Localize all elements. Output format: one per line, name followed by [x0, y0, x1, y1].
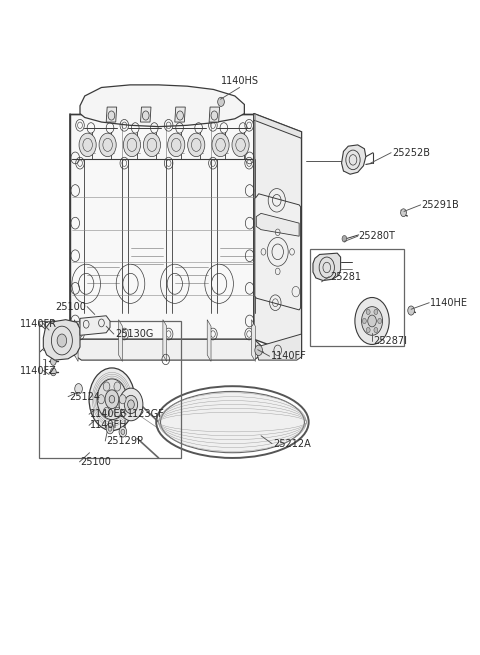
- Text: 25100: 25100: [81, 457, 111, 467]
- Circle shape: [374, 309, 378, 314]
- Polygon shape: [141, 107, 151, 122]
- Circle shape: [366, 328, 370, 333]
- Polygon shape: [207, 320, 211, 362]
- Circle shape: [218, 97, 224, 106]
- Text: 25129P: 25129P: [106, 436, 143, 446]
- Circle shape: [128, 400, 134, 409]
- Circle shape: [103, 407, 110, 417]
- Bar: [310, 250, 405, 346]
- Polygon shape: [209, 107, 219, 122]
- Polygon shape: [43, 320, 80, 360]
- Circle shape: [50, 320, 56, 328]
- Text: 1140FZ: 1140FZ: [21, 365, 57, 375]
- Text: 25100: 25100: [55, 302, 86, 312]
- Circle shape: [188, 133, 205, 157]
- Polygon shape: [72, 339, 261, 360]
- Circle shape: [366, 309, 370, 314]
- Circle shape: [168, 133, 185, 157]
- Text: 25291B: 25291B: [421, 200, 459, 210]
- Circle shape: [50, 368, 56, 376]
- Circle shape: [121, 429, 125, 434]
- Circle shape: [408, 306, 414, 315]
- Circle shape: [114, 382, 120, 391]
- Circle shape: [114, 407, 120, 417]
- Circle shape: [361, 307, 383, 335]
- Bar: [38, 321, 180, 458]
- Circle shape: [79, 133, 96, 157]
- Circle shape: [255, 345, 263, 356]
- Polygon shape: [71, 113, 254, 339]
- Circle shape: [103, 382, 110, 391]
- Circle shape: [57, 334, 67, 347]
- Text: 1140FR: 1140FR: [21, 318, 58, 329]
- Polygon shape: [252, 320, 255, 362]
- Polygon shape: [256, 214, 299, 236]
- Text: 1140FF: 1140FF: [271, 351, 306, 361]
- Text: 1140EB: 1140EB: [90, 409, 127, 419]
- Circle shape: [50, 343, 56, 350]
- Circle shape: [123, 133, 141, 157]
- Text: 1140HS: 1140HS: [221, 76, 259, 86]
- Circle shape: [109, 396, 115, 403]
- Text: 25281: 25281: [330, 272, 361, 282]
- Circle shape: [120, 395, 126, 404]
- Circle shape: [211, 111, 218, 120]
- Polygon shape: [255, 194, 300, 310]
- Polygon shape: [342, 145, 366, 174]
- Text: 1140HE: 1140HE: [430, 298, 468, 308]
- Circle shape: [342, 236, 347, 242]
- Polygon shape: [163, 320, 167, 362]
- Polygon shape: [313, 253, 341, 280]
- Polygon shape: [254, 113, 301, 138]
- Circle shape: [143, 111, 149, 120]
- Polygon shape: [175, 107, 185, 122]
- Polygon shape: [80, 316, 110, 335]
- Polygon shape: [119, 320, 122, 362]
- Circle shape: [362, 318, 366, 324]
- Circle shape: [212, 133, 229, 157]
- Circle shape: [106, 423, 114, 434]
- Ellipse shape: [160, 392, 304, 453]
- Circle shape: [355, 297, 389, 345]
- Circle shape: [75, 384, 83, 394]
- Circle shape: [98, 395, 105, 404]
- Text: 25280T: 25280T: [359, 231, 396, 241]
- Text: 1123GF: 1123GF: [127, 409, 165, 419]
- Circle shape: [99, 133, 116, 157]
- Circle shape: [368, 315, 376, 327]
- Circle shape: [232, 133, 249, 157]
- Circle shape: [108, 111, 115, 120]
- Text: 25130G: 25130G: [115, 329, 153, 339]
- Circle shape: [144, 133, 160, 157]
- Text: 25212A: 25212A: [273, 439, 311, 449]
- Text: 25252B: 25252B: [392, 148, 430, 158]
- Polygon shape: [74, 320, 78, 362]
- Text: 1140FH: 1140FH: [90, 421, 128, 430]
- Circle shape: [89, 368, 135, 430]
- Circle shape: [119, 388, 143, 421]
- Circle shape: [50, 358, 56, 365]
- Circle shape: [177, 111, 183, 120]
- Circle shape: [50, 331, 56, 339]
- Circle shape: [401, 209, 407, 217]
- Circle shape: [374, 328, 378, 333]
- Polygon shape: [106, 107, 117, 122]
- Circle shape: [378, 318, 382, 324]
- Circle shape: [105, 390, 119, 409]
- Polygon shape: [254, 334, 301, 360]
- Polygon shape: [80, 85, 244, 126]
- Text: 25124: 25124: [69, 392, 100, 402]
- Circle shape: [97, 379, 127, 420]
- Circle shape: [108, 426, 112, 431]
- Text: 25287I: 25287I: [373, 335, 407, 346]
- Circle shape: [124, 396, 138, 413]
- Circle shape: [119, 426, 127, 437]
- Polygon shape: [254, 113, 301, 357]
